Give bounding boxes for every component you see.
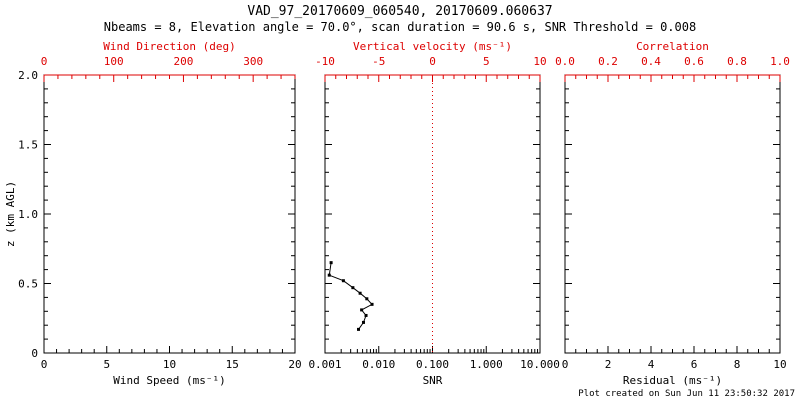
x-tick-label-snr: 0.010 bbox=[362, 358, 395, 371]
snr-profile-marker bbox=[358, 291, 362, 295]
y-tick-label: 0.5 bbox=[18, 278, 38, 291]
x-tick-label-wind-speed: 15 bbox=[226, 358, 239, 371]
x-tick-label-residual: 8 bbox=[734, 358, 741, 371]
panel-frame-residual bbox=[564, 74, 781, 354]
top-tick-label-residual: 0.2 bbox=[598, 55, 618, 68]
snr-profile-marker bbox=[351, 286, 355, 290]
x-axis-title-residual: Residual (ms⁻¹) bbox=[623, 374, 722, 387]
x-tick-label-residual: 10 bbox=[773, 358, 786, 371]
y-tick-label: 1.0 bbox=[18, 208, 38, 221]
x-tick-label-residual: 6 bbox=[691, 358, 698, 371]
x-tick-label-wind-speed: 10 bbox=[163, 358, 176, 371]
plot-created-timestamp: Plot created on Sun Jun 11 23:50:32 2017 bbox=[578, 389, 795, 399]
snr-profile-marker bbox=[370, 302, 374, 306]
top-tick-label-snr: 0 bbox=[429, 55, 436, 68]
y-axis-label: z (km AGL) bbox=[4, 181, 17, 247]
top-tick-label-residual: 1.0 bbox=[770, 55, 790, 68]
snr-profile-marker bbox=[361, 320, 365, 324]
top-tick-label-residual: 0.0 bbox=[555, 55, 575, 68]
x-axis-title-wind-speed: Wind Speed (ms⁻¹) bbox=[113, 374, 226, 387]
x-tick-label-snr: 10.000 bbox=[520, 358, 560, 371]
snr-profile-line bbox=[328, 262, 373, 330]
snr-profile-marker bbox=[360, 308, 364, 312]
top-tick-label-snr: -5 bbox=[372, 55, 385, 68]
y-tick-label: 0 bbox=[31, 347, 38, 360]
top-axis-title-wind-speed: Wind Direction (deg) bbox=[103, 40, 235, 53]
top-tick-label-residual: 0.6 bbox=[684, 55, 704, 68]
snr-profile-marker bbox=[329, 261, 333, 265]
snr-profile-marker bbox=[356, 327, 360, 331]
x-tick-label-snr: 0.100 bbox=[416, 358, 449, 371]
plot-subtitle: Nbeams = 8, Elevation angle = 70.0°, sca… bbox=[103, 20, 697, 34]
top-tick-label-wind-speed: 200 bbox=[174, 55, 194, 68]
x-tick-label-residual: 2 bbox=[605, 358, 612, 371]
x-tick-label-residual: 4 bbox=[648, 358, 655, 371]
x-tick-label-snr: 0.001 bbox=[308, 358, 341, 371]
top-tick-label-wind-speed: 100 bbox=[104, 55, 124, 68]
x-tick-label-snr: 1.000 bbox=[470, 358, 503, 371]
x-tick-label-wind-speed: 20 bbox=[288, 358, 301, 371]
snr-profile-marker bbox=[327, 273, 331, 277]
snr-profile-marker bbox=[365, 297, 369, 301]
x-tick-label-wind-speed: 5 bbox=[103, 358, 110, 371]
x-axis-title-snr: SNR bbox=[423, 374, 443, 387]
x-tick-label-wind-speed: 0 bbox=[41, 358, 48, 371]
top-axis-title-residual: Correlation bbox=[636, 40, 709, 53]
top-axis-title-snr: Vertical velocity (ms⁻¹) bbox=[353, 40, 512, 53]
panel-frame-wind-speed bbox=[43, 74, 296, 354]
plot-title: VAD_97_20170609_060540, 20170609.060637 bbox=[247, 4, 553, 19]
x-tick-label-residual: 0 bbox=[562, 358, 569, 371]
y-tick-label: 2.0 bbox=[18, 69, 38, 82]
y-tick-label: 1.5 bbox=[18, 139, 38, 152]
snr-profile-marker bbox=[341, 279, 345, 283]
top-tick-label-snr: -10 bbox=[315, 55, 335, 68]
snr-profile-marker bbox=[364, 313, 368, 317]
top-tick-label-wind-speed: 300 bbox=[243, 55, 263, 68]
top-tick-label-residual: 0.4 bbox=[641, 55, 661, 68]
panel-residual: 0 2 4 6 8 10 Residual (ms⁻¹) 0.0 0.2 0.4 0.6 0.8 1.0… bbox=[555, 40, 790, 387]
panel-snr: 0.001 0.010 0.100 1.000 10.000 SNR -10 -5 0 5 10 Ve… bbox=[308, 40, 559, 387]
top-tick-label-wind-speed: 0 bbox=[41, 55, 48, 68]
top-tick-label-snr: 10 bbox=[533, 55, 546, 68]
top-tick-label-residual: 0.8 bbox=[727, 55, 747, 68]
top-tick-label-snr: 5 bbox=[483, 55, 490, 68]
